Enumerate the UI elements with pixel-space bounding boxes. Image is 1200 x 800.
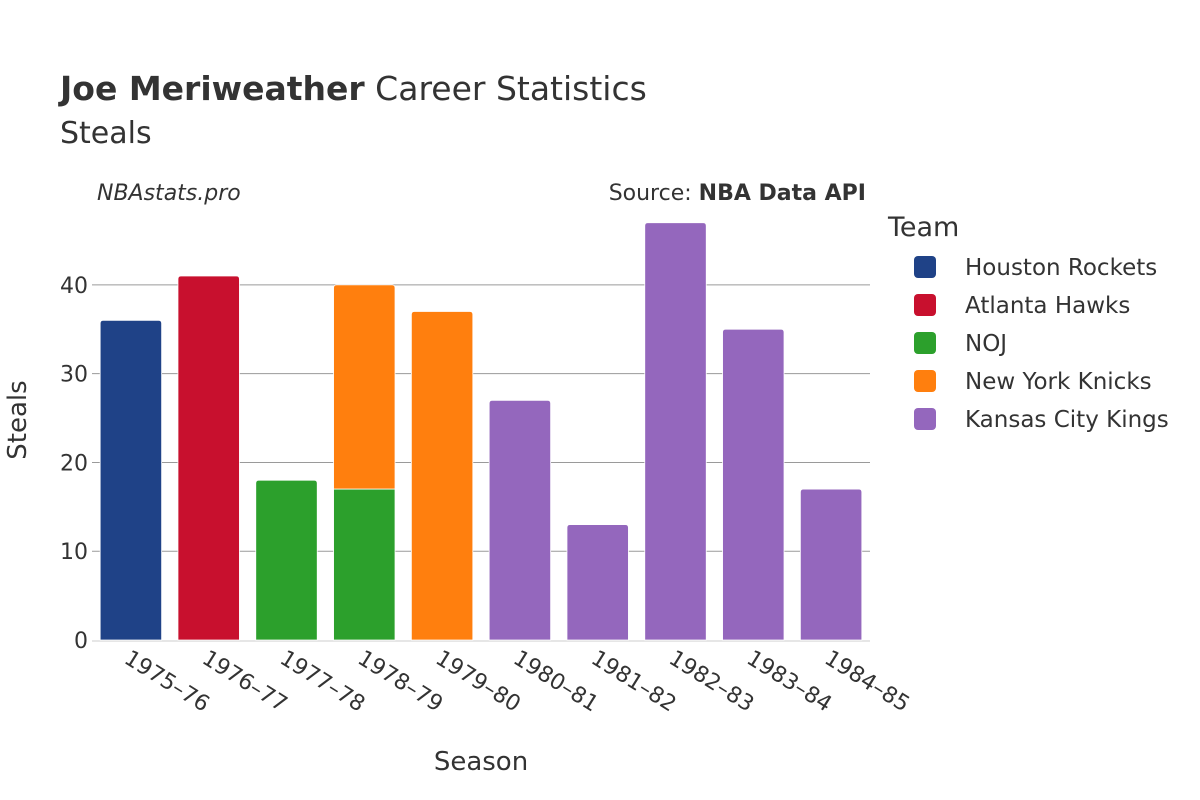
- x-axis-title: Season: [434, 747, 528, 777]
- y-tick-label: 0: [74, 629, 88, 654]
- chart-subtitle: Steals: [60, 116, 152, 151]
- legend-swatch: [914, 370, 936, 392]
- x-tick-label: 1976–77: [198, 646, 292, 718]
- chart-title: Joe Meriweather Career Statistics: [58, 69, 647, 108]
- source-text: Source: NBA Data API: [609, 181, 866, 206]
- legend-swatch: [914, 408, 936, 430]
- bar-1980–81-kansas-city-kings: [488, 399, 552, 641]
- x-tick-label: 1980–81: [509, 646, 603, 718]
- source-prefix: Source:: [609, 181, 699, 206]
- x-tick-label: 1984–85: [820, 646, 914, 718]
- legend-item-label: Houston Rockets: [965, 255, 1157, 281]
- bar-1983–84-kansas-city-kings: [722, 328, 785, 641]
- bar-1977–78-noj: [255, 479, 318, 641]
- bar-1981–82-kansas-city-kings: [566, 524, 629, 641]
- y-tick-labels: 0 10 20 30 40: [60, 274, 88, 654]
- x-tick-label: 1982–83: [664, 646, 758, 718]
- bar-1979–80-new-york-knicks: [410, 311, 474, 641]
- legend-title: Team: [887, 212, 959, 243]
- bar-1976–77-atlanta-hawks: [177, 275, 240, 641]
- legend: Houston Rockets Atlanta Hawks NOJ New York …: [914, 255, 1169, 433]
- legend-item-label: Atlanta Hawks: [965, 293, 1130, 319]
- x-tick-label: 1981–82: [587, 646, 681, 718]
- y-tick-label: 30: [60, 363, 88, 388]
- y-axis-title: Steals: [3, 380, 33, 459]
- source-name: NBA Data API: [699, 181, 866, 206]
- chart-title-name: Joe Meriweather: [58, 69, 365, 108]
- x-tick-label: 1983–84: [742, 646, 836, 718]
- chart-title-rest: Career Statistics: [365, 69, 647, 108]
- bar-1978–79-new-york-knicks: [333, 284, 396, 490]
- legend-swatch: [914, 294, 936, 316]
- x-tick-label: 1978–79: [353, 646, 447, 718]
- watermark-text: NBAstats.pro: [97, 181, 241, 206]
- bar-1975–76-houston-rockets: [99, 320, 163, 641]
- bar-1984–85-kansas-city-kings: [799, 488, 863, 641]
- y-tick-label: 40: [60, 274, 88, 299]
- x-tick-label: 1977–78: [275, 646, 369, 718]
- bar-1978–79-noj: [333, 488, 396, 641]
- y-tick-label: 10: [60, 540, 88, 565]
- legend-item-label: New York Knicks: [965, 369, 1152, 395]
- bars: [99, 222, 863, 641]
- legend-swatch: [914, 256, 936, 278]
- x-tick-labels: 1975–761976–771977–781978–791979–801980–…: [120, 646, 914, 718]
- x-tick-label: 1979–80: [431, 646, 525, 718]
- legend-item-label: Kansas City Kings: [965, 407, 1169, 433]
- legend-item-label: NOJ: [965, 331, 1007, 357]
- y-tick-label: 20: [60, 451, 88, 476]
- x-tick-label: 1975–76: [120, 646, 214, 718]
- bar-1982–83-kansas-city-kings: [644, 222, 707, 641]
- legend-swatch: [914, 332, 936, 354]
